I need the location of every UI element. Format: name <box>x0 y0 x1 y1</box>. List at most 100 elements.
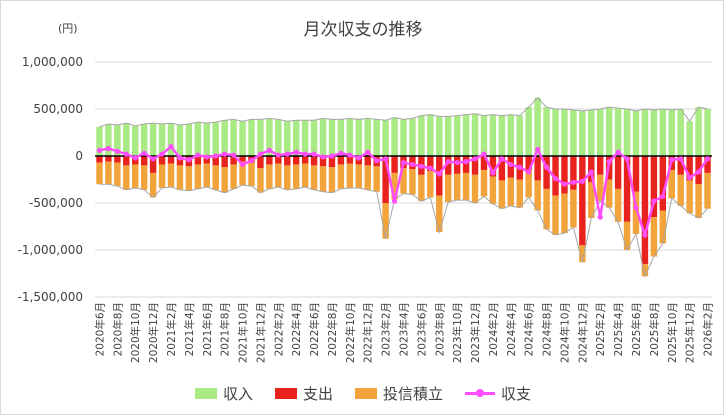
balance-point <box>311 151 317 157</box>
bar-expense <box>301 156 309 164</box>
bar-fund <box>686 180 693 214</box>
bar-income <box>149 123 157 156</box>
bar-expense <box>194 156 202 165</box>
bar-income <box>194 122 202 156</box>
bar-fund <box>284 165 291 190</box>
balance-point <box>472 156 478 162</box>
bar-expense <box>364 156 371 166</box>
bar-fund <box>498 180 506 209</box>
bar-fund <box>337 164 345 189</box>
chart-title: 月次収支の推移 <box>303 20 423 40</box>
bar-income <box>561 109 568 156</box>
bar-income <box>266 118 273 156</box>
bar-income <box>346 118 354 156</box>
bar-fund <box>597 174 604 202</box>
balance-point <box>633 205 639 211</box>
bar-expense <box>659 156 667 211</box>
bar-fund <box>525 170 532 198</box>
bar-expense <box>123 156 130 166</box>
bar-fund <box>355 164 363 188</box>
bar-expense <box>140 156 148 166</box>
bar-fund <box>436 195 443 233</box>
income-outline <box>99 96 708 128</box>
bar-income <box>668 109 675 156</box>
x-tick-label: 2020年8月 <box>111 302 124 356</box>
bar-fund <box>105 161 112 185</box>
x-tick-label: 2022年8月 <box>326 302 339 356</box>
bar-fund <box>588 182 595 219</box>
bar-expense <box>570 156 577 190</box>
bar-expense <box>552 156 559 196</box>
bar-expense <box>257 156 264 169</box>
bar-fund <box>704 172 711 209</box>
bar-expense <box>462 156 470 173</box>
balance-point <box>400 159 407 166</box>
balance-point <box>239 161 246 168</box>
bar-expense <box>444 156 452 175</box>
bar-expense <box>525 156 532 171</box>
bar-expense <box>266 156 273 165</box>
bar-income <box>498 115 506 156</box>
bar-expense <box>310 156 318 166</box>
bar-expense <box>588 156 595 183</box>
bar-income <box>632 110 640 156</box>
bar-income <box>114 124 121 156</box>
bar-fund <box>543 188 550 230</box>
bar-expense <box>149 156 157 173</box>
balance-point <box>606 159 612 165</box>
bar-fund <box>132 164 139 188</box>
bar-expense <box>597 156 604 175</box>
x-tick-label: 2022年12月 <box>362 302 375 363</box>
x-tick-label: 2023年12月 <box>469 302 482 363</box>
bar-fund <box>561 193 568 234</box>
balance-point <box>213 153 219 159</box>
x-tick-label: 2025年6月 <box>630 302 643 356</box>
bar-fund <box>695 184 702 219</box>
legend-swatch-fund <box>355 388 377 399</box>
bar-income <box>284 121 291 156</box>
bar-income <box>158 124 166 156</box>
balance-point <box>615 149 621 155</box>
bar-fund <box>230 164 237 189</box>
bar-expense <box>480 156 488 171</box>
bar-income <box>489 114 497 156</box>
bar-expense <box>641 156 649 265</box>
x-tick-label: 2021年8月 <box>219 302 232 356</box>
bar-income <box>552 109 559 156</box>
bar-income <box>230 119 237 156</box>
bar-fund <box>382 203 389 239</box>
balance-point <box>356 155 362 161</box>
bar-fund <box>659 210 667 244</box>
balance-point <box>418 163 424 169</box>
bar-fund <box>570 189 577 228</box>
bar-fund <box>364 165 371 190</box>
x-tick-label: 2021年2月 <box>165 302 178 356</box>
bar-fund <box>427 171 434 198</box>
bar-fund <box>444 174 452 203</box>
balance-point <box>445 159 451 165</box>
bar-expense <box>686 156 693 181</box>
x-tick-label: 2026年2月 <box>702 302 715 356</box>
bar-expense <box>203 156 210 164</box>
bar-expense <box>275 156 282 164</box>
legend-item-fund[interactable]: 投信積立 <box>355 383 443 404</box>
bar-income <box>140 124 148 156</box>
bar-fund <box>140 165 148 190</box>
bar-income <box>310 120 318 156</box>
balance-point <box>642 232 648 238</box>
bar-income <box>185 124 193 156</box>
bar-fund <box>328 167 336 193</box>
bar-income <box>579 110 586 156</box>
legend-swatch-expense <box>274 388 297 399</box>
bar-expense <box>632 156 640 192</box>
bar-income <box>275 119 282 156</box>
x-tick-label: 2023年2月 <box>380 302 393 356</box>
legend-item-income[interactable]: 収入 <box>194 383 253 404</box>
legend-item-expense[interactable]: 支出 <box>274 383 333 404</box>
bar-income <box>480 115 488 156</box>
bar-expense <box>650 156 658 218</box>
legend-item-balance[interactable]: 収支 <box>465 383 531 404</box>
balance-point <box>651 198 657 204</box>
bar-expense <box>221 156 228 168</box>
